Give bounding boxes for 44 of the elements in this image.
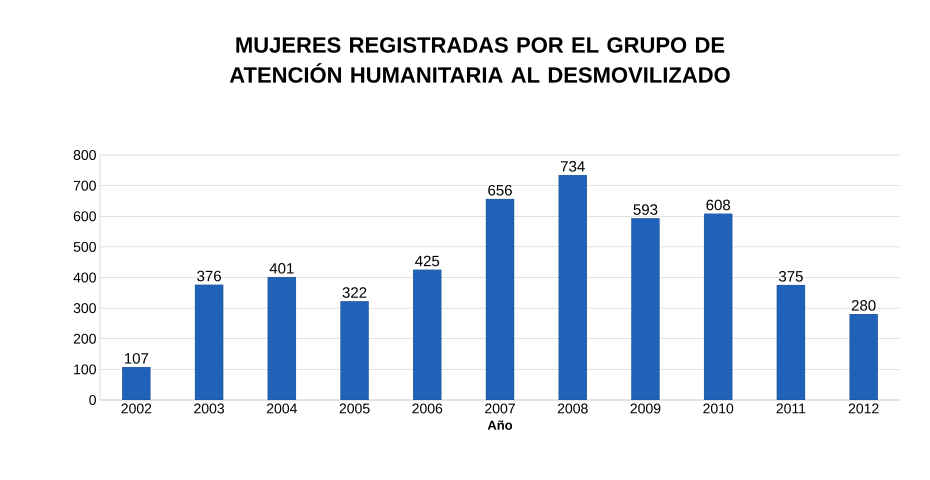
bar (704, 214, 732, 400)
y-tick-label: 300 (74, 303, 96, 314)
data-label: 401 (270, 263, 294, 274)
data-label: 280 (852, 300, 876, 311)
x-tick-label: 2010 (703, 404, 734, 414)
data-label: 656 (488, 184, 512, 196)
y-tick-label: 600 (74, 211, 96, 222)
x-tick-label: 2007 (485, 404, 515, 414)
bar (849, 314, 878, 400)
bar (776, 284, 806, 400)
bar (631, 218, 660, 400)
y-tick-label: 0 (89, 395, 96, 405)
bar (486, 198, 514, 400)
bar (413, 270, 442, 400)
bar (268, 276, 296, 400)
x-tick-label: 2011 (776, 404, 806, 414)
data-label: 375 (778, 271, 803, 282)
y-tick-label: 100 (74, 364, 96, 374)
x-tick-label: 2006 (412, 404, 442, 414)
data-label: 593 (634, 204, 658, 215)
y-tick-label: 700 (74, 180, 96, 191)
x-tick-label: 2009 (630, 404, 660, 414)
data-label: 425 (415, 256, 440, 266)
bar (340, 301, 369, 400)
bar (122, 367, 151, 400)
data-label: 322 (342, 287, 366, 298)
x-tick-label: 2005 (340, 404, 370, 414)
x-tick-label: 2004 (266, 404, 297, 414)
chart-title: MUJERES REGISTRADAS POR EL GRUPO DE ATENCIÓN HUMANITARIA AL DESMOVILIZADO (230, 37, 730, 83)
bar (558, 175, 587, 400)
data-label: 107 (124, 353, 148, 364)
y-tick-label: 200 (74, 334, 96, 344)
data-label: 376 (197, 270, 221, 282)
data-label: 734 (560, 161, 585, 172)
y-tick-label: 500 (74, 242, 96, 252)
x-tick-label: 2008 (558, 404, 588, 414)
bar (194, 284, 224, 400)
data-label: 608 (706, 200, 730, 210)
x-tick-label: 2003 (194, 404, 224, 414)
y-tick-label: 400 (73, 272, 96, 282)
x-axis-title: Año (488, 420, 512, 430)
y-tick-label: 800 (74, 150, 96, 160)
x-tick-label: 2002 (122, 404, 152, 414)
x-tick-label: 2012 (848, 404, 879, 414)
